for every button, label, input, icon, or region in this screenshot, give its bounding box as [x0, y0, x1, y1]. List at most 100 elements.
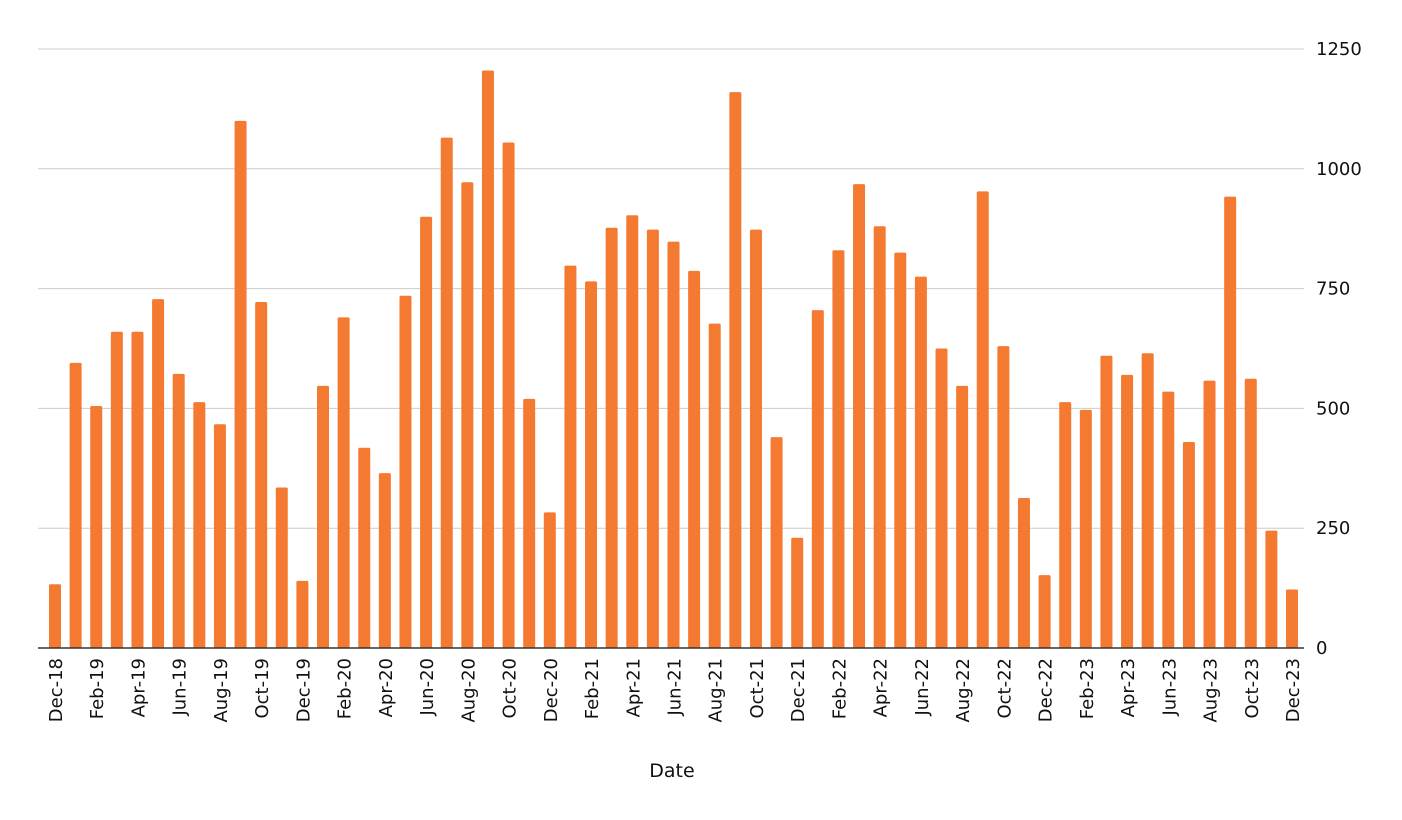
bar-jun-21 — [667, 241, 680, 648]
bar-jun-23 — [1162, 391, 1175, 648]
bar-jan-23 — [1059, 402, 1072, 648]
bar-apr-21 — [626, 215, 639, 648]
x-tick-label: Feb-21 — [582, 658, 603, 719]
bar-aug-22 — [956, 385, 969, 648]
x-tick-label: Oct-19 — [252, 658, 273, 719]
bar-oct-21 — [749, 229, 762, 648]
y-tick-label: 250 — [1316, 518, 1350, 539]
x-tick-label: Dec-23 — [1283, 658, 1304, 722]
bar-may-22 — [894, 252, 907, 648]
x-tick-label: Oct-22 — [994, 658, 1015, 719]
bar-mar-21 — [605, 227, 618, 649]
bar-feb-21 — [585, 281, 598, 648]
x-tick-label: Jun-20 — [417, 658, 438, 717]
bar-jan-22 — [811, 310, 824, 648]
x-tick-label: Feb-23 — [1077, 658, 1098, 719]
x-tick-label: Oct-21 — [747, 658, 768, 719]
bar-apr-23 — [1121, 374, 1134, 648]
bar-sep-20 — [481, 70, 494, 648]
bar-nov-23 — [1265, 530, 1278, 648]
bar-jan-19 — [69, 362, 82, 648]
bar-aug-19 — [213, 424, 226, 648]
bar-oct-19 — [255, 302, 268, 648]
x-tick-label: Feb-22 — [829, 658, 850, 719]
x-tick-labels: Dec-18 Feb-19 Apr-19 Jun-19 Aug-19 Oct-19 Dec-… — [46, 658, 1304, 723]
bar-sep-21 — [729, 92, 742, 648]
y-tick-label: 0 — [1316, 638, 1327, 659]
bar-mar-23 — [1100, 355, 1113, 648]
bar-jan-20 — [317, 385, 330, 648]
bar-may-19 — [152, 299, 165, 648]
x-tick-label: Jun-19 — [170, 658, 191, 717]
x-tick-label: Apr-21 — [623, 658, 644, 717]
y-tick-labels: 0 250 500 750 1000 1250 — [1316, 39, 1362, 659]
x-tick-label: Feb-19 — [87, 658, 108, 719]
bar-aug-20 — [461, 182, 474, 648]
bar-oct-22 — [997, 346, 1010, 648]
bar-may-20 — [399, 295, 412, 648]
x-tick-label: Dec-21 — [788, 658, 809, 722]
bar-jul-19 — [193, 402, 206, 648]
x-tick-label: Aug-23 — [1201, 658, 1222, 723]
bar-jul-21 — [688, 270, 701, 648]
x-tick-label: Jun-21 — [665, 658, 686, 717]
bar-jan-21 — [564, 265, 577, 648]
bar-jul-23 — [1182, 441, 1195, 648]
bar-jun-22 — [914, 276, 927, 648]
bar-dec-18 — [49, 584, 61, 648]
bar-dec-23 — [1286, 589, 1298, 648]
x-tick-label: Dec-18 — [46, 658, 67, 722]
bar-jun-20 — [420, 216, 433, 648]
x-tick-label: Feb-20 — [335, 658, 356, 719]
x-tick-label: Aug-22 — [953, 658, 974, 723]
bar-nov-22 — [1017, 498, 1030, 648]
x-tick-label: Aug-21 — [706, 658, 727, 723]
bar-jun-19 — [172, 373, 185, 648]
bar-sep-19 — [234, 120, 247, 648]
y-tick-label: 500 — [1316, 398, 1350, 419]
bar-nov-20 — [523, 398, 536, 648]
bar-mar-22 — [853, 184, 866, 648]
bar-feb-19 — [90, 406, 103, 648]
bar-sep-23 — [1224, 196, 1237, 648]
bar-may-23 — [1141, 353, 1154, 648]
bar-jul-20 — [440, 137, 453, 648]
x-tick-label: Oct-20 — [500, 658, 521, 719]
x-tick-label: Oct-23 — [1242, 658, 1263, 719]
bar-mar-20 — [358, 447, 371, 648]
bar-aug-21 — [708, 323, 721, 648]
x-tick-label: Dec-19 — [293, 658, 314, 722]
bar-nov-19 — [275, 487, 288, 648]
bar-sep-22 — [976, 191, 989, 648]
bar-aug-23 — [1203, 380, 1216, 648]
x-tick-label: Aug-20 — [458, 658, 479, 723]
bar-feb-22 — [832, 250, 845, 648]
bar-jul-22 — [935, 348, 948, 648]
bar-oct-20 — [502, 142, 515, 648]
x-axis-title: Date — [649, 760, 694, 782]
bar-mar-19 — [110, 331, 123, 648]
x-tick-label: Dec-22 — [1036, 658, 1057, 722]
x-tick-label: Jun-23 — [1159, 658, 1180, 717]
bar-feb-20 — [337, 317, 350, 648]
x-tick-label: Apr-20 — [376, 658, 397, 717]
bar-dec-21 — [791, 537, 804, 648]
bar-nov-21 — [770, 437, 783, 648]
y-tick-label: 750 — [1316, 279, 1350, 300]
x-tick-label: Apr-23 — [1118, 658, 1139, 717]
x-tick-label: Jun-22 — [912, 658, 933, 717]
x-tick-label: Aug-19 — [211, 658, 232, 723]
bar-dec-22 — [1038, 575, 1051, 648]
x-tick-label: Apr-22 — [871, 658, 892, 717]
bar-dec-20 — [543, 512, 556, 648]
bar-feb-23 — [1079, 409, 1092, 648]
x-tick-label: Dec-20 — [541, 658, 562, 722]
bar-dec-19 — [296, 580, 309, 648]
bar-apr-20 — [378, 473, 391, 648]
y-tick-label: 1000 — [1316, 159, 1362, 180]
bar-may-21 — [646, 229, 659, 648]
bar-oct-23 — [1244, 378, 1257, 648]
y-tick-label: 1250 — [1316, 39, 1362, 60]
bar-apr-19 — [131, 331, 144, 648]
